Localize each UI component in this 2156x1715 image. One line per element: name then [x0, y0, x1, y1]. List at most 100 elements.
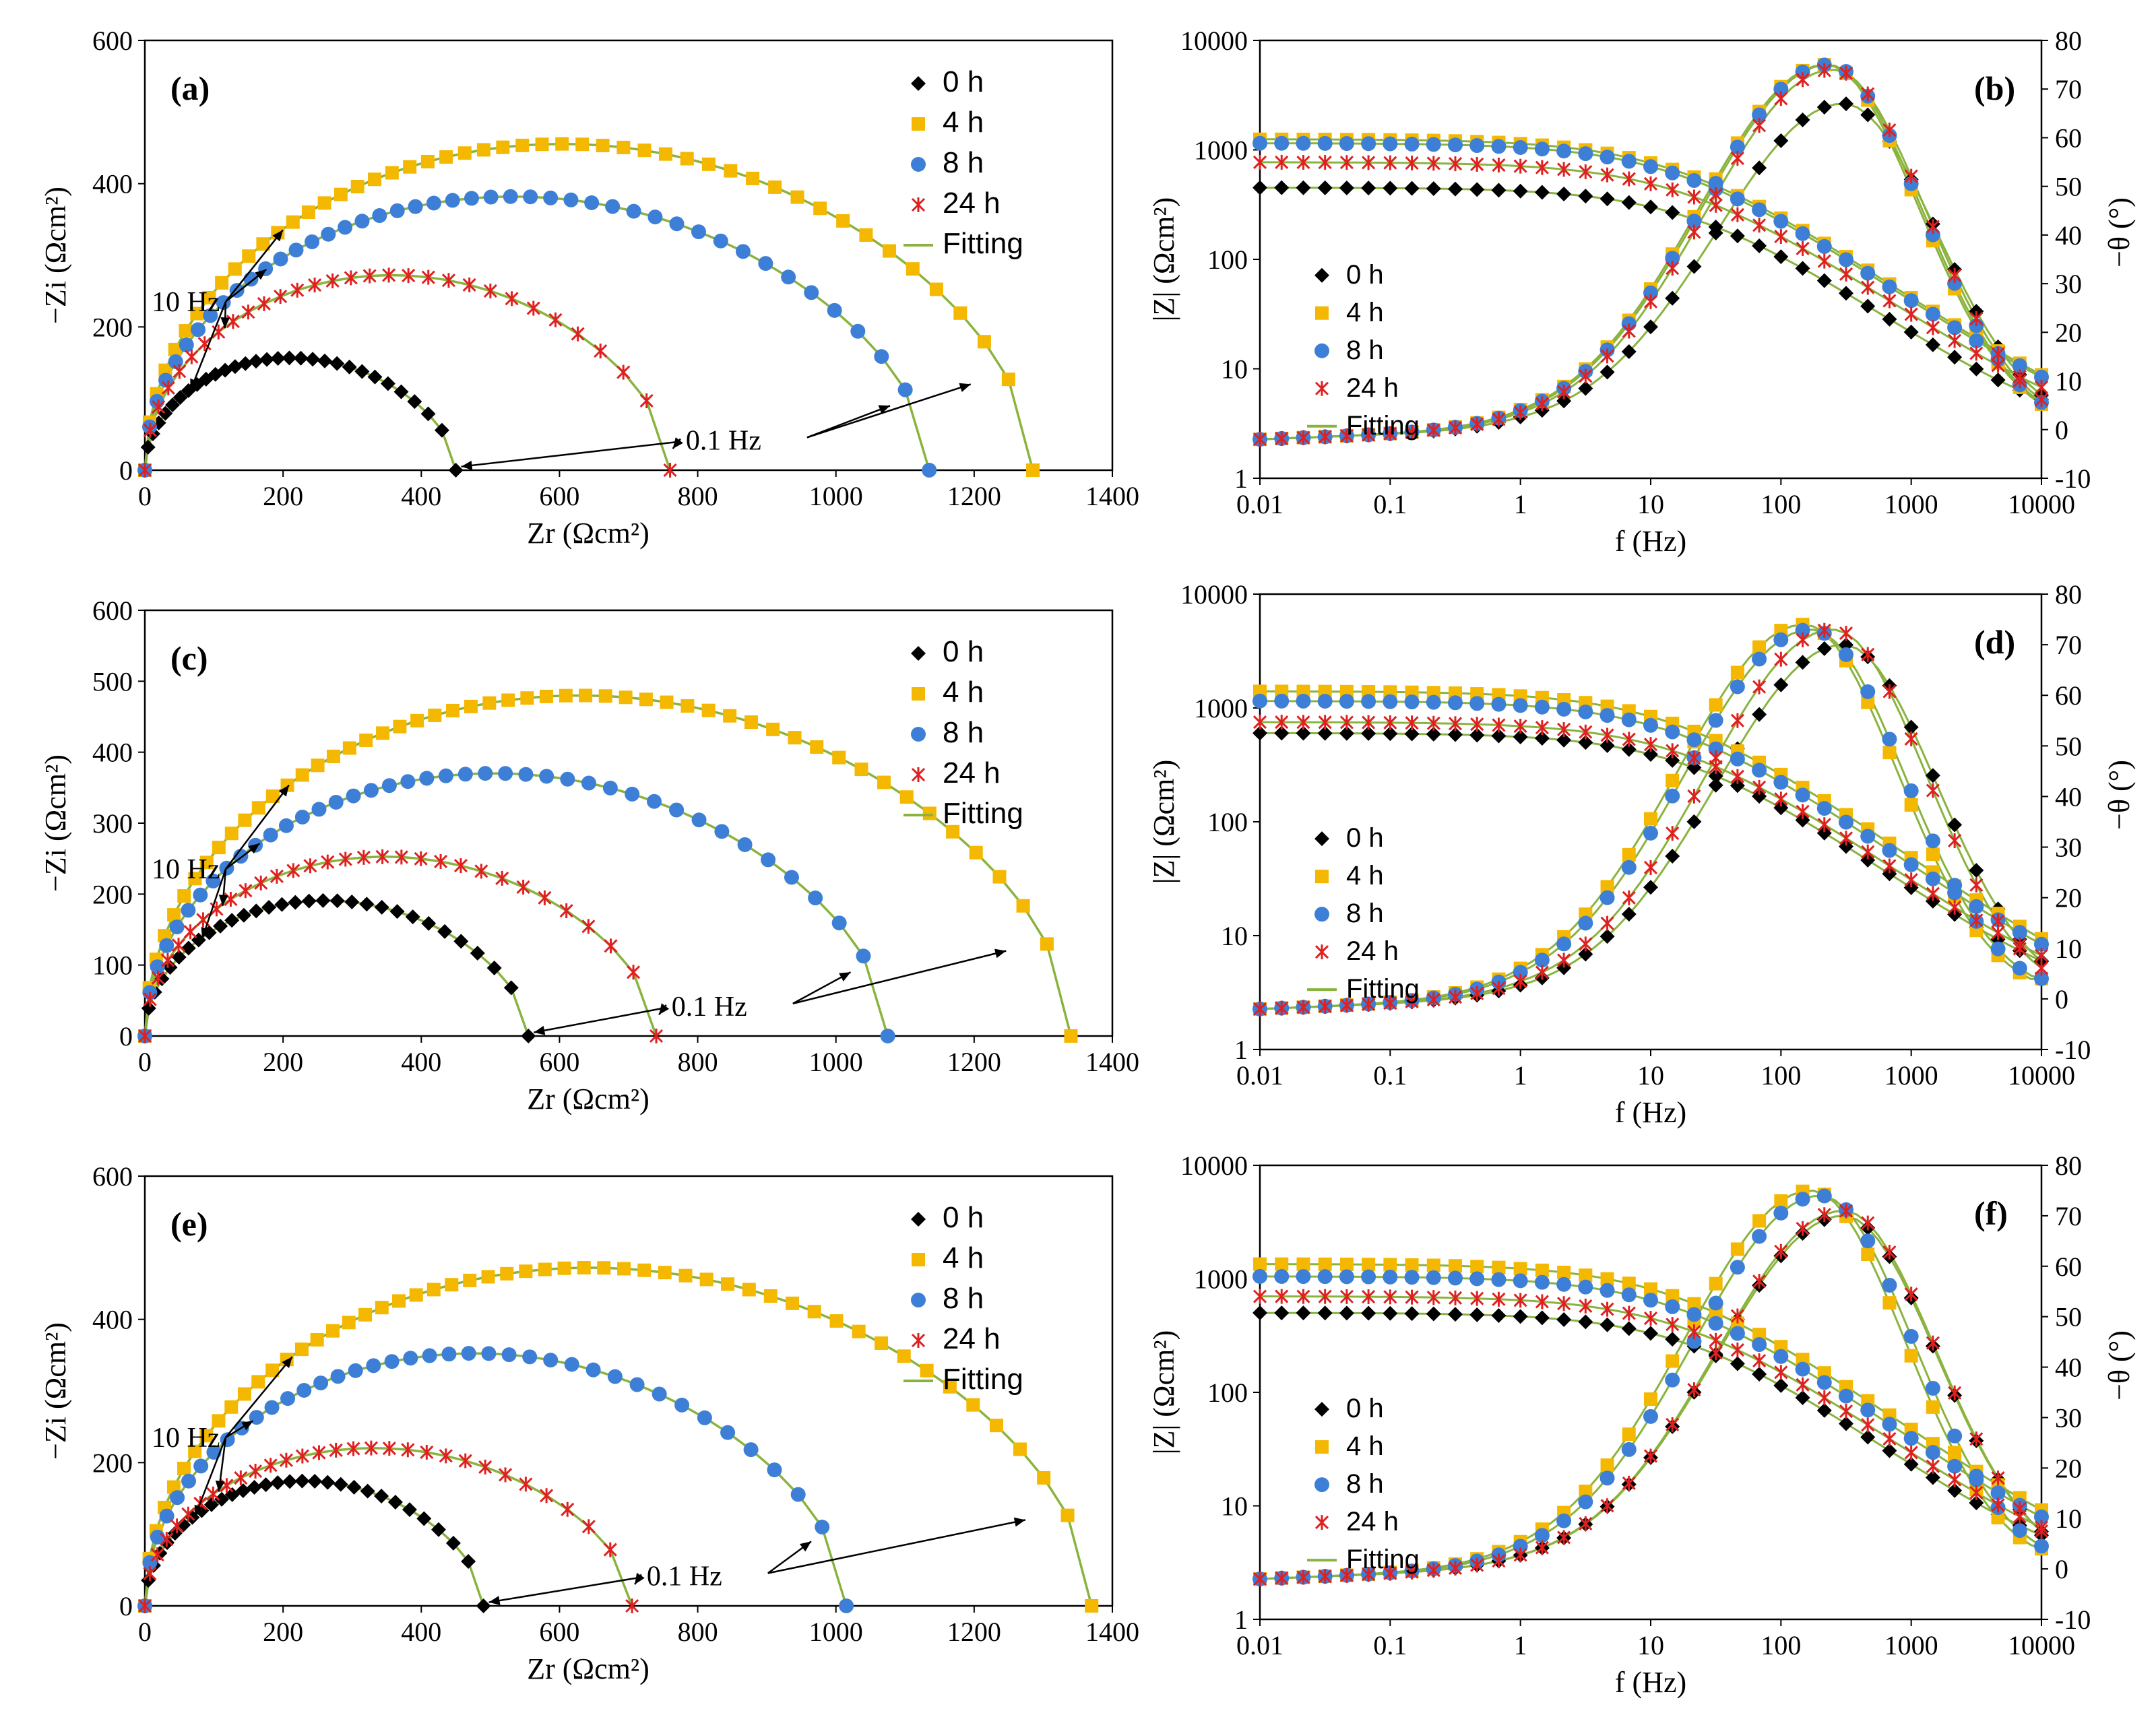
y2-tick-label: -10: [2055, 463, 2091, 494]
modulus-point-24h: [1492, 158, 1506, 173]
modulus-point-8h: [1534, 699, 1550, 715]
data-point-0h: [235, 1483, 251, 1498]
data-point-8h: [691, 812, 707, 828]
phase-point-8h: [1599, 1470, 1615, 1486]
data-point-24h: [498, 1467, 513, 1483]
data-point-8h: [478, 766, 493, 781]
y-tick-label: 1: [1234, 1035, 1248, 1065]
data-point-8h: [191, 322, 206, 337]
data-point-0h: [420, 406, 436, 422]
data-point-24h: [185, 349, 199, 364]
modulus-point-24h: [1579, 164, 1593, 180]
y-tick-label: 10000: [1180, 26, 1248, 56]
data-point-24h: [382, 1441, 396, 1456]
phase-point-24h: [1513, 973, 1527, 989]
data-point-8h: [581, 775, 596, 791]
phase-point-24h: [1643, 860, 1658, 875]
arrow-0-1hz-head: [1013, 1517, 1025, 1527]
phase-point-24h: [1796, 632, 1810, 647]
legend-label: 8 h: [943, 146, 984, 179]
data-point-0h: [407, 394, 422, 410]
data-point-24h: [571, 326, 585, 342]
data-point-4h: [786, 1296, 800, 1310]
modulus-point-0h: [1317, 180, 1333, 195]
x-tick-label: 200: [263, 1047, 303, 1077]
data-point-0h: [448, 463, 464, 478]
data-point-4h: [535, 137, 549, 152]
data-point-4h: [658, 147, 672, 161]
modulus-point-0h: [1426, 181, 1441, 197]
phase-point-24h: [1426, 1563, 1440, 1578]
y-tick-label: 300: [92, 808, 133, 839]
data-point-4h: [763, 1289, 778, 1303]
data-point-0h: [476, 1598, 491, 1613]
x-tick-label: 1400: [1085, 1617, 1139, 1647]
phase-point-8h: [1903, 1328, 1919, 1344]
modulus-point-8h: [1448, 695, 1463, 711]
data-point-24h: [241, 304, 255, 320]
data-point-8h: [625, 786, 640, 802]
modulus-point-0h: [1448, 727, 1463, 742]
legend-marker-8h: [1314, 1477, 1329, 1493]
modulus-point-0h: [1621, 1321, 1637, 1336]
modulus-point-0h: [1534, 1310, 1550, 1326]
data-point-8h: [713, 233, 728, 249]
legend-marker-4h: [1315, 870, 1329, 884]
y2-tick-label: 50: [2055, 172, 2082, 202]
panel-label: (e): [170, 1205, 208, 1243]
phase-point-24h: [1296, 1000, 1310, 1015]
phase-point-24h: [1926, 1335, 1940, 1351]
data-point-8h: [498, 766, 513, 781]
modulus-point-24h: [1752, 218, 1767, 233]
modulus-point-24h: [1275, 1289, 1289, 1304]
x-tick-label: 0: [138, 481, 152, 511]
data-point-4h: [790, 190, 804, 204]
x-tick-label: 200: [263, 1617, 303, 1647]
modulus-point-0h: [1448, 181, 1463, 197]
phase-point-24h: [2034, 392, 2049, 408]
data-point-24h: [439, 1448, 453, 1464]
x-tick-label: 0.1: [1373, 1060, 1407, 1091]
modulus-point-8h: [1969, 899, 1984, 914]
data-point-8h: [735, 244, 751, 259]
y2-axis-label: −θ (°): [2103, 1330, 2136, 1400]
modulus-point-24h: [1557, 162, 1571, 177]
y-tick-label: 10: [1221, 1491, 1248, 1522]
modulus-point-8h: [1621, 1287, 1637, 1303]
data-point-24h: [441, 273, 455, 288]
y2-tick-label: 80: [2055, 1151, 2082, 1181]
modulus-point-4h: [1253, 1257, 1267, 1271]
data-point-0h: [402, 1502, 417, 1518]
phase-point-24h: [1817, 622, 1831, 638]
phase-point-8h: [2012, 1523, 2027, 1539]
fit-line-4h: [144, 694, 1073, 1037]
modulus-point-4h: [1557, 1266, 1571, 1280]
data-point-0h: [360, 1483, 375, 1499]
data-point-24h: [639, 393, 654, 408]
modulus-point-8h: [1274, 135, 1290, 151]
y-tick-label: 1000: [1194, 135, 1248, 166]
modulus-point-0h: [1643, 199, 1658, 215]
legend-marker-4h: [1315, 1440, 1329, 1454]
data-point-24h: [540, 1488, 554, 1503]
data-point-4h: [482, 696, 497, 710]
y2-tick-label: 70: [2055, 1201, 2082, 1231]
y-tick-label: 1: [1234, 463, 1248, 494]
data-point-4h: [1064, 1029, 1078, 1043]
modulus-point-8h: [1599, 1283, 1615, 1298]
data-point-4h: [202, 290, 216, 304]
modulus-point-8h: [1816, 801, 1832, 816]
phase-point-24h: [1318, 998, 1332, 1014]
phase-point-24h: [1904, 1287, 1918, 1302]
data-point-4h: [616, 140, 631, 154]
x-tick-label: 1200: [947, 1047, 1001, 1077]
y-tick-label: 200: [92, 1448, 133, 1478]
legend-label: 4 h: [943, 676, 984, 709]
data-point-24h: [625, 1598, 639, 1613]
arrow-0-1hz: [767, 1519, 1026, 1574]
modulus-point-24h: [1904, 306, 1918, 322]
x-tick-label: 1400: [1085, 481, 1139, 511]
data-point-24h: [516, 879, 530, 895]
data-point-0h: [171, 950, 187, 965]
data-point-24h: [308, 278, 322, 293]
